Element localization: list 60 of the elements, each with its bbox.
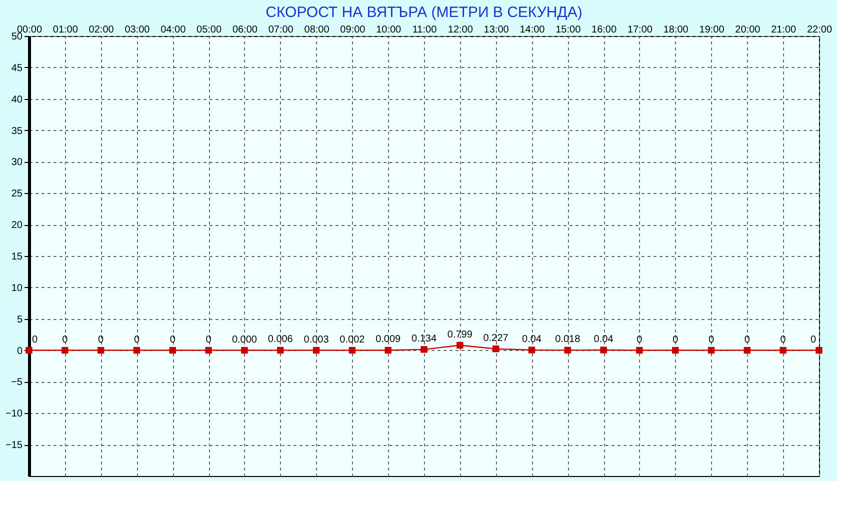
x-tick-label: 16:00 bbox=[592, 24, 617, 36]
y-tick-label: 40 bbox=[11, 94, 23, 106]
x-tick-label: 13:00 bbox=[484, 24, 510, 36]
y-tick-label: 15 bbox=[11, 252, 23, 262]
x-tick-label: 17:00 bbox=[627, 24, 653, 36]
y-tick-label: 0 bbox=[16, 346, 23, 357]
data-label: 0.134 bbox=[411, 333, 437, 344]
y-tick-label: −15 bbox=[6, 440, 23, 452]
y-tick-label: 45 bbox=[11, 62, 23, 74]
data-label: 0.018 bbox=[555, 334, 581, 346]
data-label: 0 bbox=[672, 334, 679, 346]
x-tick-label: 05:00 bbox=[196, 24, 222, 36]
data-label: 0.04 bbox=[594, 334, 614, 346]
x-tick-label: 06:00 bbox=[232, 24, 258, 36]
y-tick-label: 30 bbox=[11, 157, 23, 168]
x-tick-label: 20:00 bbox=[735, 24, 761, 36]
data-label: 0 bbox=[170, 334, 176, 346]
data-label: 0 bbox=[780, 334, 786, 346]
x-tick-label: 22:00 bbox=[806, 24, 832, 36]
x-tick-label: 03:00 bbox=[124, 24, 150, 36]
y-tick-label: 25 bbox=[11, 188, 23, 200]
x-tick-label: 14:00 bbox=[520, 24, 546, 36]
data-label: 0 bbox=[744, 334, 750, 346]
x-tick-label: 01:00 bbox=[52, 24, 78, 36]
data-label: 0 bbox=[32, 334, 38, 346]
x-tick-label: 15:00 bbox=[556, 24, 582, 36]
x-tick-label: 21:00 bbox=[771, 24, 797, 36]
data-label: 0.04 bbox=[522, 334, 542, 346]
y-tick-label: 50 bbox=[11, 32, 23, 42]
data-label: 0.000 bbox=[232, 334, 258, 346]
x-tick-label: 11:00 bbox=[412, 24, 438, 36]
data-label: 0 bbox=[134, 334, 140, 346]
x-tick-label: 07:00 bbox=[268, 24, 294, 36]
x-tick-label: 08:00 bbox=[304, 24, 330, 36]
data-label: 0 bbox=[708, 334, 714, 346]
x-tick-label: 02:00 bbox=[88, 24, 114, 36]
y-tick-label: 35 bbox=[11, 126, 23, 137]
data-label: 0.227 bbox=[483, 332, 509, 344]
x-tick-label: 18:00 bbox=[663, 24, 689, 36]
data-label: 0 bbox=[206, 334, 212, 346]
y-tick-label: 20 bbox=[11, 220, 23, 232]
data-label: 0.003 bbox=[304, 334, 330, 346]
data-label: 0.002 bbox=[340, 334, 366, 346]
y-tick-label: −5 bbox=[11, 377, 23, 388]
data-label: 0.009 bbox=[376, 334, 402, 346]
y-tick-label: −10 bbox=[6, 408, 23, 420]
x-tick-label: 10:00 bbox=[376, 24, 402, 36]
data-label: 0 bbox=[810, 334, 816, 346]
x-tick-label: 04:00 bbox=[160, 24, 186, 36]
chart-title: СКОРОСТ НА ВЯТЪРА (МЕТРИ В СЕКУНДА) bbox=[266, 4, 582, 21]
y-tick-label: 10 bbox=[11, 282, 23, 294]
data-label: 0 bbox=[98, 334, 104, 346]
data-label: 0.006 bbox=[268, 334, 294, 346]
x-tick-label: 12:00 bbox=[448, 24, 474, 36]
data-label: 0 bbox=[636, 334, 643, 346]
x-tick-label: 09:00 bbox=[340, 24, 366, 36]
y-tick-label: 5 bbox=[16, 314, 23, 326]
x-tick-label: 19:00 bbox=[699, 24, 725, 36]
data-label: 0.799 bbox=[447, 329, 473, 340]
data-label: 0 bbox=[62, 334, 68, 346]
